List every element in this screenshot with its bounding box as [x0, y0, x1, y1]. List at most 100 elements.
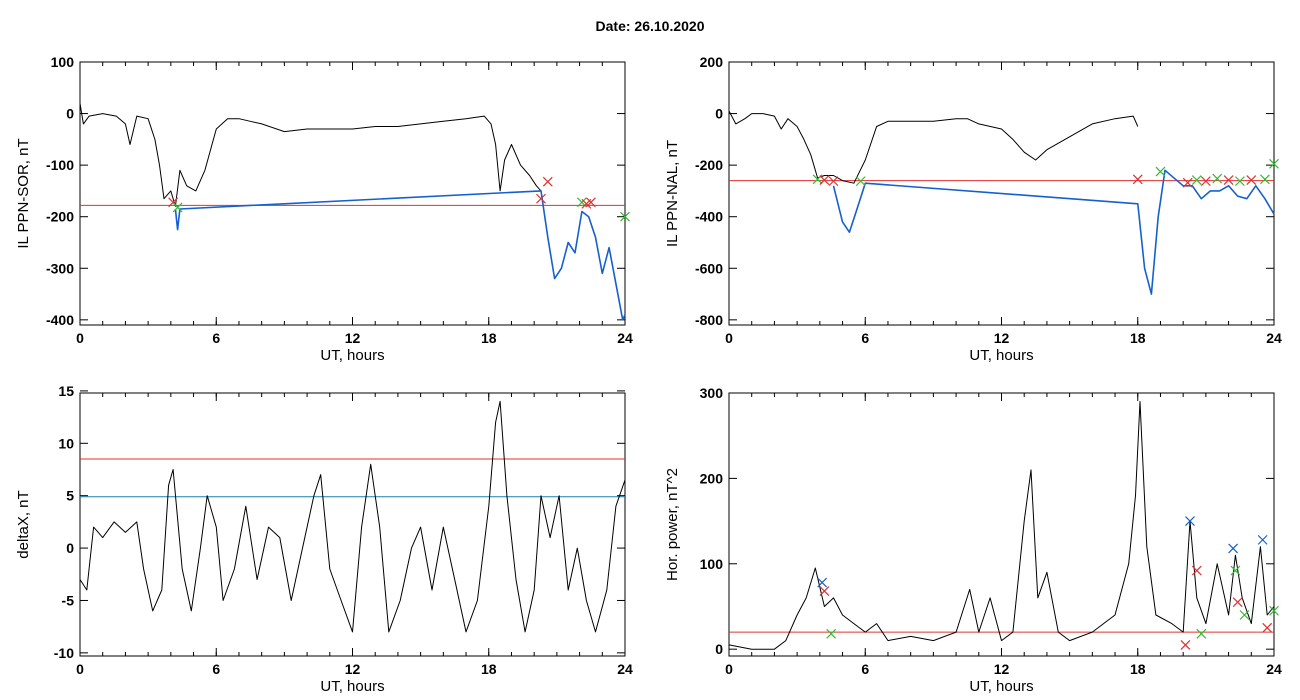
cross-marker [1235, 176, 1245, 187]
y-tick-label: -200 [695, 157, 723, 173]
plot-frame [728, 392, 1275, 657]
y-axis-label: Hor. power, nT^2 [664, 468, 681, 581]
y-axis-label: IL PPN-NAL, nT [664, 140, 681, 247]
cross-marker-stroke [826, 628, 837, 639]
cross-marker-stroke [1200, 176, 1211, 187]
y-tick-label: 5 [66, 488, 74, 504]
cross-marker [855, 176, 866, 187]
y-tick-label: -400 [46, 312, 74, 328]
x-tick-label: 0 [76, 330, 84, 346]
cross-marker-stroke [168, 197, 179, 208]
cross-marker [1200, 176, 1211, 187]
series-line-1 [79, 103, 542, 207]
x-tick-label: 0 [725, 661, 733, 677]
cross-marker-stroke [1223, 175, 1234, 186]
cross-marker-stroke [576, 197, 587, 208]
x-tick-label: 0 [725, 330, 733, 346]
cross-marker [1223, 175, 1234, 186]
cross-marker [1239, 610, 1250, 620]
cross-marker [1185, 516, 1195, 527]
x-tick-label: 24 [1266, 661, 1282, 677]
x-tick-label: 12 [345, 661, 361, 677]
cross-marker-stroke [536, 193, 546, 204]
plot-frame [79, 61, 626, 326]
cross-marker-stroke [1232, 597, 1243, 608]
x-tick-label: 18 [481, 661, 497, 677]
cross-marker [819, 586, 830, 597]
cross-marker-stroke [542, 176, 553, 187]
cross-marker-stroke [172, 202, 183, 213]
cross-marker-stroke [828, 176, 839, 187]
cross-marker-stroke [1155, 166, 1166, 177]
cross-marker [1191, 565, 1202, 576]
x-axis-label: UT, hours [969, 678, 1033, 695]
cross-marker-stroke [819, 586, 830, 597]
cross-marker-stroke [1230, 565, 1241, 576]
cross-marker [1191, 175, 1202, 186]
cross-marker [1212, 173, 1223, 184]
x-tick-label: 6 [212, 661, 220, 677]
cross-marker-stroke [586, 197, 596, 208]
y-axis-label: IL PPN-SOR, nT [15, 138, 32, 248]
y-axis-label: deltaX, nT [15, 490, 32, 558]
cross-marker [1262, 622, 1273, 633]
series-line-1 [79, 400, 626, 633]
cross-marker-stroke [1239, 610, 1250, 620]
series-line-1 [728, 110, 1139, 184]
cross-marker-stroke [1212, 173, 1223, 184]
y-tick-label: 15 [58, 383, 74, 399]
x-axis-label: UT, hours [969, 347, 1033, 364]
y-tick-label: -5 [62, 592, 75, 608]
x-tick-label: 12 [345, 330, 361, 346]
y-tick-label: 200 [700, 470, 724, 486]
x-tick-label: 18 [481, 330, 497, 346]
cross-marker-stroke [1196, 628, 1207, 639]
x-tick-label: 6 [212, 330, 220, 346]
y-tick-label: 0 [66, 540, 74, 556]
y-tick-label: -600 [695, 260, 723, 276]
cross-marker [826, 628, 837, 639]
x-tick-label: 6 [861, 330, 869, 346]
cross-marker-stroke [819, 175, 830, 186]
cross-marker [536, 193, 546, 204]
panel-1: 0 6 12 18 24 100 0 -100 -200 -300 -400 UT, hours IL … [15, 54, 633, 364]
cross-marker-stroke [817, 577, 828, 588]
x-axis-label: UT, hours [320, 678, 384, 695]
y-tick-label: 0 [715, 641, 723, 657]
cross-marker-stroke [1180, 639, 1191, 650]
cross-marker-stroke [1269, 158, 1279, 169]
x-tick-label: 24 [617, 330, 633, 346]
series-line-2 [832, 169, 1275, 295]
cross-marker [586, 197, 596, 208]
figure-title: Date: 26.10.2020 [595, 18, 705, 34]
x-tick-label: 0 [76, 661, 84, 677]
y-tick-label: -800 [695, 312, 723, 328]
x-tick-label: 24 [1266, 330, 1282, 346]
cross-marker-stroke [1185, 516, 1195, 527]
cross-marker [828, 176, 839, 187]
cross-marker-stroke [1262, 622, 1273, 633]
cross-marker [1230, 565, 1241, 576]
cross-marker [1232, 597, 1243, 608]
cross-marker [1246, 175, 1257, 186]
y-tick-label: 100 [51, 54, 75, 70]
y-tick-label: -300 [46, 260, 74, 276]
y-tick-label: -100 [46, 157, 74, 173]
series-line-2 [174, 190, 626, 321]
cross-marker-stroke [1269, 605, 1279, 616]
cross-marker [620, 211, 630, 222]
cross-marker [1155, 166, 1166, 177]
panel-3: 0 6 12 18 24 15 10 5 0 -5 -10 UT, hours deltaX, nT [15, 383, 633, 695]
x-axis-label: UT, hours [320, 347, 384, 364]
cross-marker-stroke [1132, 174, 1143, 185]
cross-marker-stroke [1191, 175, 1202, 186]
cross-marker [819, 175, 830, 186]
cross-marker [1257, 534, 1268, 545]
cross-marker-stroke [1259, 174, 1270, 185]
cross-marker [542, 176, 553, 187]
series-line-1 [728, 401, 1275, 650]
panel-2: 0 6 12 18 24 200 0 -200 -400 -600 -800 UT, hours IL … [664, 54, 1282, 364]
cross-marker-stroke [620, 211, 630, 222]
panel-4: 0 6 12 18 24 300 200 100 0 UT, hours Hor. power, n… [664, 385, 1282, 695]
